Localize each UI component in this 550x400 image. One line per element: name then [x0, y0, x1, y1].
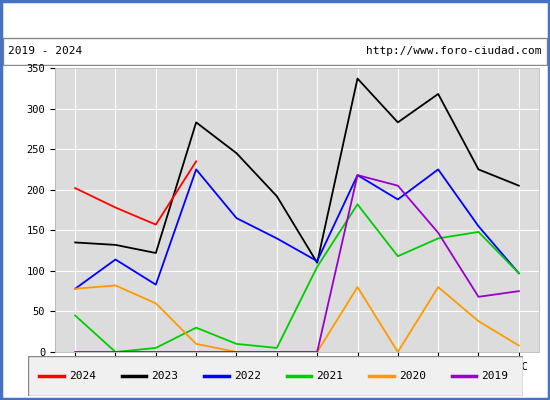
Text: 2019 - 2024: 2019 - 2024: [8, 46, 82, 56]
Text: 2024: 2024: [69, 371, 96, 381]
Text: 2023: 2023: [151, 371, 178, 381]
Text: Evolucion Nº Turistas Extranjeros en el municipio de Setenil de las Bodegas: Evolucion Nº Turistas Extranjeros en el …: [0, 12, 550, 24]
Text: 2022: 2022: [234, 371, 261, 381]
FancyBboxPatch shape: [28, 356, 522, 396]
FancyBboxPatch shape: [3, 38, 547, 64]
Text: 2020: 2020: [399, 371, 426, 381]
Text: 2021: 2021: [316, 371, 343, 381]
Text: 2019: 2019: [481, 371, 508, 381]
Text: http://www.foro-ciudad.com: http://www.foro-ciudad.com: [366, 46, 542, 56]
